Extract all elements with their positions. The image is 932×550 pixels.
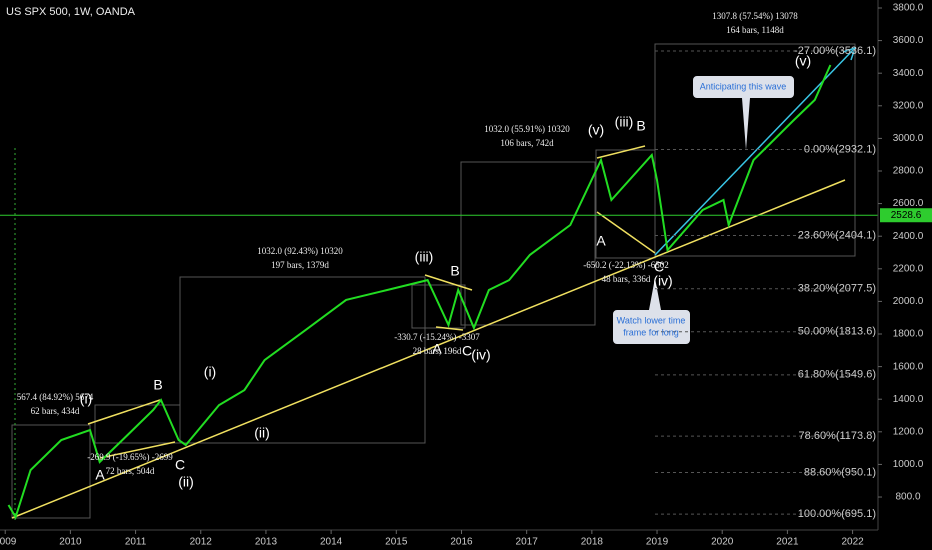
range-box bbox=[460, 161, 596, 326]
x-tick-label: 2017 bbox=[516, 537, 539, 548]
trendline bbox=[11, 179, 846, 519]
trendline bbox=[99, 441, 176, 459]
y-tick-label: 1600.0 bbox=[893, 361, 924, 372]
wave-label: A bbox=[432, 341, 442, 357]
y-tick-label: 3800.0 bbox=[893, 3, 924, 14]
x-tick-label: 2014 bbox=[320, 537, 343, 548]
trendline bbox=[596, 211, 656, 254]
range-box bbox=[654, 43, 856, 257]
measure-change: -650.2 (-22.13%) -6502 bbox=[583, 260, 668, 270]
x-tick-label: 2012 bbox=[190, 537, 213, 548]
price-axis bbox=[878, 0, 932, 550]
measure-change: 1307.8 (57.54%) 13078 bbox=[712, 11, 798, 21]
y-tick-label: 3600.0 bbox=[893, 35, 924, 46]
last-price-label: 2528.6 bbox=[891, 210, 922, 221]
x-tick-label: 2011 bbox=[125, 537, 147, 548]
measure-duration: 48 bars, 336d bbox=[602, 274, 651, 284]
fib-label: 0.00%(2932.1) bbox=[804, 143, 876, 155]
x-tick-label: 2021 bbox=[776, 537, 799, 548]
callout-text: Watch lower time bbox=[617, 315, 686, 325]
measure-duration: 106 bars, 742d bbox=[500, 138, 554, 148]
wave-label: (v) bbox=[588, 122, 604, 138]
wave-label: (iv) bbox=[653, 273, 672, 289]
trendline bbox=[87, 399, 161, 425]
measure-change: 567.4 (84.92%) 5674 bbox=[17, 392, 94, 402]
trendline bbox=[424, 274, 473, 291]
y-tick-label: 800.0 bbox=[895, 492, 920, 503]
wave-label: (v) bbox=[795, 53, 811, 69]
fib-label: 61.80%(1549.6) bbox=[798, 369, 876, 381]
wave-label: (iv) bbox=[471, 347, 490, 363]
measure-duration: 62 bars, 434d bbox=[31, 406, 80, 416]
chart-title: US SPX 500, 1W, OANDA bbox=[6, 6, 136, 18]
y-tick-label: 1400.0 bbox=[893, 394, 924, 405]
callout-2 bbox=[613, 278, 690, 344]
x-tick-label: 2016 bbox=[450, 537, 473, 548]
x-tick-label: 2018 bbox=[581, 537, 604, 548]
fib-label: 78.60%(1173.8) bbox=[799, 430, 876, 442]
wave-label: (ii) bbox=[178, 474, 194, 490]
callout-text: frame for long bbox=[623, 327, 679, 337]
callout-box bbox=[693, 76, 794, 150]
x-tick-label: 2019 bbox=[646, 537, 669, 548]
x-tick-label: 2009 bbox=[0, 537, 17, 548]
wave-label: C bbox=[462, 343, 472, 359]
y-tick-label: 1000.0 bbox=[893, 459, 924, 470]
y-tick-label: 2000.0 bbox=[893, 296, 924, 307]
trendline bbox=[435, 326, 464, 331]
fib-label: 50.00%(1813.6) bbox=[798, 326, 876, 338]
trendlines bbox=[11, 145, 846, 519]
measure-change: -330.7 (-15.24%) -3307 bbox=[394, 332, 480, 342]
wave-label: B bbox=[450, 263, 459, 279]
callout-1 bbox=[693, 76, 794, 150]
arrow-line bbox=[654, 49, 854, 256]
range-box bbox=[179, 276, 426, 444]
measure-change: 1032.0 (55.91%) 10320 bbox=[484, 124, 570, 134]
measure-duration: 164 bars, 1148d bbox=[726, 25, 784, 35]
x-tick-label: 2020 bbox=[711, 537, 734, 548]
y-tick-label: 1200.0 bbox=[893, 426, 924, 437]
y-tick-label: 3000.0 bbox=[893, 133, 924, 144]
y-tick-label: 3200.0 bbox=[893, 100, 924, 111]
wave-label: B bbox=[636, 118, 645, 134]
boxes bbox=[11, 43, 856, 519]
measure-change: 1032.0 (92.43%) 10320 bbox=[257, 246, 343, 256]
price-line bbox=[7, 64, 832, 520]
wave-label: C bbox=[654, 259, 664, 275]
callout-text: Anticipating this wave bbox=[700, 81, 787, 91]
wave-label: A bbox=[596, 233, 606, 249]
trendline bbox=[596, 145, 646, 159]
y-tick-label: 2200.0 bbox=[893, 263, 924, 274]
y-tick-label: 2400.0 bbox=[893, 231, 924, 242]
measure-duration: 28 bars, 196d bbox=[413, 346, 462, 356]
measure-duration: 72 bars, 504d bbox=[106, 466, 155, 476]
fib-label: 38.20%(2077.5) bbox=[798, 283, 876, 295]
wave-label: (iii) bbox=[615, 114, 634, 130]
x-tick-label: 2022 bbox=[841, 537, 864, 548]
wave-label: (ii) bbox=[254, 425, 270, 441]
measure-duration: 197 bars, 1379d bbox=[271, 260, 329, 270]
wave-label: (i) bbox=[204, 364, 216, 380]
last-price-tag bbox=[880, 208, 932, 223]
range-box bbox=[11, 424, 91, 519]
fib-label: 23.60%(2404.1) bbox=[798, 229, 876, 241]
wave-label: (iii) bbox=[415, 249, 434, 265]
x-tick-label: 2013 bbox=[255, 537, 278, 548]
fib-label: 88.60%(950.1) bbox=[804, 466, 876, 478]
fib-label: -27.00%(3536.1) bbox=[794, 45, 876, 57]
x-tick-label: 2015 bbox=[385, 537, 408, 548]
wave-label: C bbox=[175, 457, 185, 473]
y-tick-label: 3400.0 bbox=[893, 68, 924, 79]
wave-label: (i) bbox=[80, 391, 92, 407]
y-tick-label: 2600.0 bbox=[893, 198, 924, 209]
wave-label: B bbox=[153, 377, 162, 393]
callout-box bbox=[613, 278, 690, 344]
y-tick-label: 2800.0 bbox=[893, 166, 924, 177]
measure-change: -269.9 (-19.65%) -2699 bbox=[87, 452, 173, 462]
wave-label: A bbox=[95, 467, 105, 483]
x-tick-label: 2010 bbox=[59, 537, 82, 548]
y-tick-label: 1800.0 bbox=[893, 329, 924, 340]
fib-label: 100.00%(695.1) bbox=[798, 508, 876, 520]
